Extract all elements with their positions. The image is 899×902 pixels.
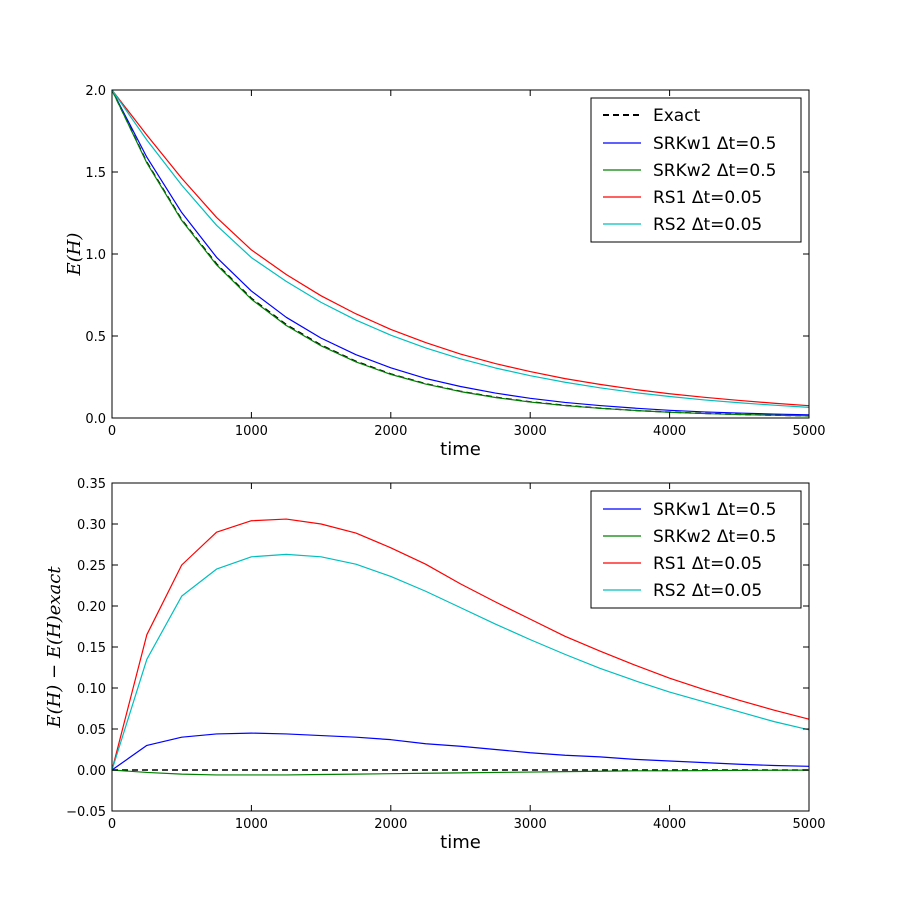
energy-y-tick-label: 1.0 — [85, 248, 106, 263]
energy-y-tick-label: 2.0 — [85, 84, 106, 99]
error-x-tick-label: 4000 — [653, 817, 686, 832]
error-y-tick-label: 0.35 — [77, 477, 106, 492]
error-y-tick-label: 0.25 — [77, 559, 106, 574]
energy-series-srkw2 — [111, 89, 810, 417]
energy-error-chart: 0 1000 2000 3000 4000 5000 −0.05 0.00 0.05 0.10 0.… — [44, 477, 826, 853]
error-series-lines — [111, 518, 810, 776]
energy-y-axis-label: E(H) — [64, 233, 85, 277]
energy-y-tick-label: 0.0 — [85, 412, 106, 427]
legend-label-srkw2: SRKw2 Δt=0.5 — [653, 527, 776, 547]
legend-label-rs2: RS2 Δt=0.05 — [653, 581, 762, 601]
error-y-tick-label: 0.15 — [77, 641, 106, 656]
error-series-srkw1 — [111, 732, 810, 771]
legend-label-srkw1: SRKw1 Δt=0.5 — [653, 134, 776, 154]
error-x-tick-label: 3000 — [514, 817, 547, 832]
error-x-axis-label: time — [440, 832, 481, 853]
error-x-tick-label: 5000 — [792, 817, 825, 832]
error-series-srkw2 — [111, 769, 810, 776]
energy-x-tick-label: 1000 — [235, 424, 268, 439]
error-x-tick-label: 0 — [108, 817, 116, 832]
legend-label-exact: Exact — [653, 106, 701, 126]
legend-label-srkw1: SRKw1 Δt=0.5 — [653, 500, 776, 520]
error-y-axis-label: E(H) − E(H)exact — [44, 566, 65, 729]
energy-legend: Exact SRKw1 Δt=0.5 SRKw2 Δt=0.5 RS1 Δt=0… — [590, 97, 802, 243]
error-series-rs1 — [111, 518, 810, 771]
energy-series-rs2 — [111, 89, 810, 408]
legend-label-rs1: RS1 Δt=0.05 — [653, 188, 762, 208]
energy-x-tick-label: 4000 — [653, 424, 686, 439]
error-y-tick-label: 0.20 — [77, 600, 106, 615]
error-y-tick-label: 0.10 — [77, 682, 106, 697]
energy-series-srkw1 — [111, 89, 810, 416]
error-x-tick-label: 2000 — [374, 817, 407, 832]
error-y-tick-label: −0.05 — [66, 805, 106, 820]
energy-series-rs1 — [111, 89, 810, 407]
energy-chart: 0 1000 2000 3000 4000 5000 0.0 0.5 1.0 1.5 2.0 tim… — [64, 84, 826, 460]
energy-y-tick-label: 1.5 — [85, 166, 106, 181]
legend-label-rs2: RS2 Δt=0.05 — [653, 215, 762, 235]
error-legend-frame — [590, 490, 802, 609]
legend-label-srkw2: SRKw2 Δt=0.5 — [653, 161, 776, 181]
energy-y-tick-label: 0.5 — [85, 330, 106, 345]
error-y-tick-label: 0.05 — [77, 723, 106, 738]
energy-x-tick-label: 3000 — [514, 424, 547, 439]
energy-x-axis-label: time — [440, 439, 481, 460]
error-y-tick-label: 0.00 — [77, 764, 106, 779]
energy-x-tick-label: 2000 — [374, 424, 407, 439]
error-axis-ticks: 0 1000 2000 3000 4000 5000 −0.05 0.00 0.05 0.10 0.… — [66, 477, 825, 832]
energy-axis-ticks: 0 1000 2000 3000 4000 5000 0.0 0.5 1.0 1.5 2.0 — [85, 84, 825, 439]
energy-x-tick-label: 0 — [108, 424, 116, 439]
error-legend: SRKw1 Δt=0.5 SRKw2 Δt=0.5 RS1 Δt=0.05 RS… — [590, 490, 802, 609]
energy-series-lines — [111, 89, 810, 417]
error-x-tick-label: 1000 — [235, 817, 268, 832]
error-series-rs2 — [111, 553, 810, 771]
error-y-tick-label: 0.30 — [77, 518, 106, 533]
energy-x-tick-label: 5000 — [792, 424, 825, 439]
legend-label-rs1: RS1 Δt=0.05 — [653, 554, 762, 574]
